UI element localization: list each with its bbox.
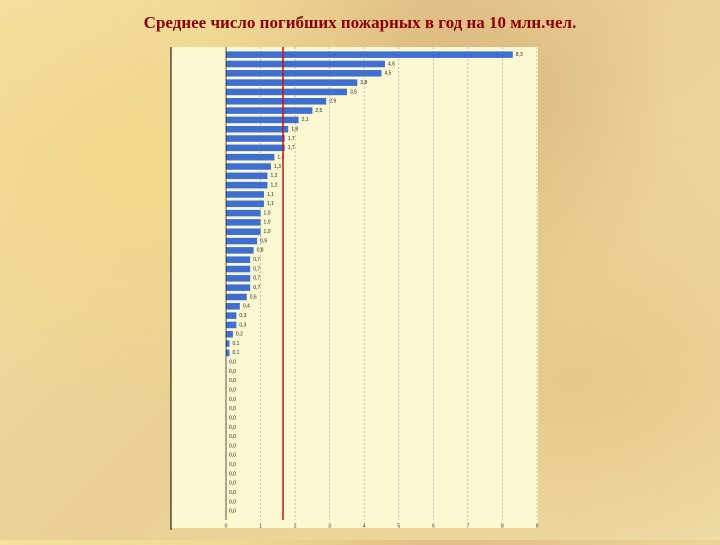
bar [226, 60, 385, 68]
value-label: 0,7 [253, 285, 260, 291]
value-label: 1,8 [291, 127, 298, 133]
x-tick-label: 9 [536, 523, 539, 529]
bar [226, 107, 313, 114]
bar [226, 70, 382, 77]
value-label: 0,7 [253, 257, 260, 263]
x-tick-label: 0 [225, 523, 228, 529]
value-label: 0,0 [229, 434, 236, 440]
value-label: 0,0 [229, 443, 236, 449]
chart-title: Среднее число погибших пожарных в год на… [144, 13, 577, 32]
bar [226, 97, 327, 105]
value-label: 0,0 [229, 397, 236, 403]
x-tick-label: 6 [432, 523, 435, 529]
value-label: 0,0 [229, 453, 236, 459]
bar [226, 265, 251, 273]
x-tick-label: 4 [363, 523, 366, 529]
value-label: 1,1 [267, 201, 274, 207]
bar [226, 51, 513, 58]
x-tick-label: 1 [259, 523, 262, 529]
bar [226, 172, 268, 180]
value-label: 0,0 [229, 499, 236, 505]
bar [226, 312, 237, 319]
value-label: 0,9 [260, 238, 267, 244]
bar [226, 125, 289, 133]
bar [226, 135, 285, 142]
value-label: 2,1 [302, 117, 309, 123]
value-label: 8,3 [516, 52, 523, 58]
x-tick-label: 3 [328, 523, 331, 529]
value-label: 1,4 [277, 155, 284, 161]
x-tick-label: 2 [294, 523, 297, 529]
label-area [171, 47, 226, 528]
bar [226, 209, 261, 217]
value-label: 0,3 [239, 313, 246, 319]
bar [226, 303, 240, 310]
bar [226, 330, 233, 338]
bar [226, 293, 247, 301]
bar [226, 321, 237, 329]
value-label: 0,0 [229, 471, 236, 477]
value-label: 1,2 [270, 173, 277, 179]
value-label: 0,1 [232, 341, 239, 347]
value-label: 0,0 [229, 481, 236, 487]
value-label: 0,1 [232, 350, 239, 356]
x-tick-label: 5 [397, 523, 400, 529]
value-label: 1,0 [264, 229, 271, 235]
value-label: 0,0 [229, 425, 236, 431]
bar [226, 275, 251, 282]
value-label: 2,9 [329, 99, 336, 105]
bar [226, 116, 299, 124]
bar [226, 153, 275, 161]
x-tick-label: 8 [501, 523, 504, 529]
value-label: 3,8 [360, 80, 367, 86]
bar [226, 284, 251, 291]
value-label: 0,0 [229, 388, 236, 394]
bar [226, 191, 265, 198]
bar [226, 88, 347, 96]
value-label: 0,0 [229, 406, 236, 412]
value-label: 0,7 [253, 276, 260, 282]
value-label: 0,7 [253, 266, 260, 272]
value-label: 0,0 [229, 360, 236, 366]
value-label: 0,8 [257, 248, 264, 254]
value-label: 1,7 [288, 145, 295, 151]
value-label: 0,0 [229, 462, 236, 468]
value-label: 0,2 [236, 332, 243, 338]
value-label: 0,6 [250, 294, 257, 300]
value-label: 1,0 [264, 220, 271, 226]
bar [226, 163, 271, 170]
value-label: 0,3 [239, 322, 246, 328]
bar [226, 219, 261, 226]
value-label: 2,5 [315, 108, 322, 114]
value-label: 0,0 [229, 369, 236, 375]
value-label: 0,0 [229, 415, 236, 421]
value-label: 0,0 [229, 378, 236, 384]
x-tick-label: 7 [466, 523, 469, 529]
value-label: 4,6 [388, 61, 395, 67]
bar [226, 237, 258, 245]
bar [226, 228, 261, 236]
value-label: 1,0 [264, 210, 271, 216]
value-label: 3,5 [350, 89, 357, 95]
bar [226, 256, 251, 263]
value-label: 1,2 [270, 182, 277, 188]
value-label: 4,5 [385, 71, 392, 77]
bar [226, 247, 254, 254]
bar [226, 340, 230, 347]
bar [226, 200, 265, 208]
value-label: 0,0 [229, 490, 236, 496]
value-label: 1,1 [267, 192, 274, 198]
value-label: 0,4 [243, 304, 250, 310]
value-label: 0,0 [229, 509, 236, 515]
bar [226, 349, 230, 357]
bar [226, 181, 268, 189]
value-label: 1,3 [274, 164, 281, 170]
bar [226, 144, 285, 152]
value-label: 1,7 [288, 136, 295, 142]
bar [226, 79, 358, 86]
